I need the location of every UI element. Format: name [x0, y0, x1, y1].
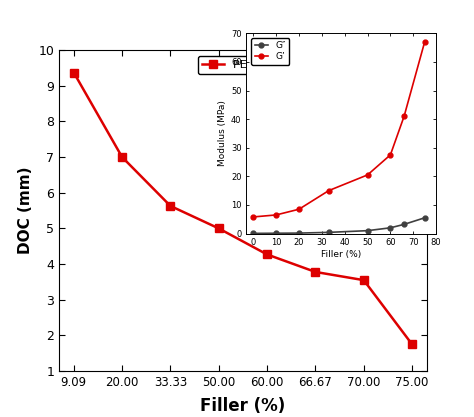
G″ [326, 230, 331, 235]
G’ [365, 172, 370, 177]
G’ [273, 212, 279, 217]
G″ [296, 231, 302, 236]
X-axis label: Filler (%): Filler (%) [321, 250, 361, 259]
G″ [250, 231, 256, 236]
Line: G″: G″ [251, 215, 427, 236]
G’ [422, 40, 428, 45]
Line: G’: G’ [251, 40, 427, 219]
G″ [388, 225, 393, 230]
Legend: PEG-diacrylate & LTA-5A & BDMK: PEG-diacrylate & LTA-5A & BDMK [198, 55, 421, 75]
G″ [401, 222, 407, 227]
G’ [250, 214, 256, 219]
G’ [388, 152, 393, 157]
G’ [326, 188, 331, 193]
G″ [422, 215, 428, 220]
G″ [365, 228, 370, 233]
X-axis label: Filler (%): Filler (%) [201, 397, 285, 415]
Legend: G″, G’: G″, G’ [251, 38, 289, 65]
G″ [273, 231, 279, 236]
G’ [296, 207, 302, 212]
G’ [401, 114, 407, 119]
Y-axis label: Modulus (MPa): Modulus (MPa) [218, 100, 227, 166]
Y-axis label: DOC (mm): DOC (mm) [18, 167, 33, 254]
